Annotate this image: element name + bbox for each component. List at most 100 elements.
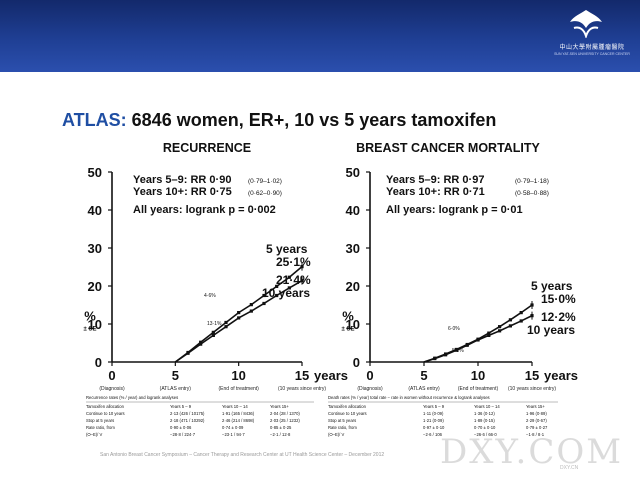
stats-ci: (0·79–1·02): [248, 178, 282, 185]
x-tick-sublabel: (ATLAS entry): [160, 386, 192, 392]
stats-ci: (0·62–0·90): [248, 190, 282, 197]
table-header-cell: Years 15+: [526, 404, 545, 409]
data-point: [476, 338, 480, 342]
y-tick-label: 20: [346, 279, 360, 294]
data-point: [508, 324, 512, 328]
series-name-10-years: 10 years: [527, 323, 575, 337]
data-point: [237, 311, 241, 315]
annotation: 13·1%: [207, 321, 222, 327]
table-cell: −28·8 / 224·7: [170, 432, 196, 437]
hospital-logo-icon: [570, 10, 602, 38]
title-rest: 6846 women, ER+, 10 vs 5 years tamoxifen: [126, 110, 497, 130]
table-caption: Death rates (% / year) total rate − rate…: [328, 395, 490, 400]
x-tick-label: 10: [471, 368, 485, 383]
table-cell: 2·18 (471 / 10292): [170, 418, 205, 423]
x-tick-label: 5: [172, 368, 179, 383]
table-cell: 1·11 (0·09): [423, 411, 444, 416]
stats-ci: (0·79–1·18): [515, 178, 549, 185]
data-point: [519, 319, 523, 323]
stats-line: Years 10+: RR 0·75: [133, 186, 232, 198]
stats-line: Years 10+: RR 0·71: [386, 186, 485, 198]
table-header-cell: Years 5 – 9: [423, 404, 445, 409]
y-axis-label: %: [84, 308, 96, 323]
table-cell: 2·13 (426 / 10175): [170, 411, 205, 416]
y-axis-label: %: [342, 308, 354, 323]
table-cell: 0·97 ± 0·10: [423, 425, 445, 430]
table-cell: 0·79 ± 0·27: [526, 425, 548, 430]
hospital-logo-text: 中山大學附屬腫瘤醫院: [559, 45, 625, 51]
y-tick-label: 10: [88, 317, 102, 332]
data-point: [519, 311, 523, 315]
series-name-5-years: 5 years: [266, 242, 308, 256]
table-cell: 2·03 (25 / 1232): [270, 418, 300, 423]
data-point: [287, 286, 291, 290]
series-final-10-years: 12·2%: [541, 310, 576, 324]
y-axis-sublabel: ± SE: [84, 326, 97, 332]
data-point: [465, 343, 469, 347]
table-cell: −26·6 / 66·0: [474, 432, 497, 437]
y-tick-label: 50: [88, 165, 102, 180]
data-point: [199, 342, 203, 346]
stats-line: All years: logrank p = 0·01: [386, 204, 523, 216]
table-cell: (O–E)/ V: [86, 432, 102, 437]
data-point: [454, 348, 458, 352]
data-point: [224, 320, 228, 325]
table-cell: 2·46 (214 / 8698): [222, 418, 255, 423]
x-tick-label: 10: [231, 368, 245, 383]
data-point: [211, 333, 215, 337]
data-point: [444, 353, 448, 357]
stats-line: Years 5–9: RR 0·90: [133, 174, 231, 186]
x-tick-sublabel: (Diagnosis): [357, 386, 383, 392]
hospital-logo-subtext: SUN YAT-SEN UNIVERSITY CANCER CENTER: [554, 52, 630, 56]
chart-title: RECURRENCE: [163, 141, 251, 155]
y-tick-label: 40: [346, 203, 360, 218]
data-point: [498, 329, 502, 333]
annotation: 4·6%: [204, 293, 216, 299]
x-axis-unit: years: [544, 368, 578, 383]
data-point: [275, 293, 279, 298]
slide-title: ATLAS: 6846 women, ER+, 10 vs 5 years ta…: [62, 110, 496, 131]
y-tick-label: 40: [88, 203, 102, 218]
slide-header: 中山大學附屬腫瘤醫院 SUN YAT-SEN UNIVERSITY CANCER…: [0, 0, 640, 72]
data-point: [487, 331, 491, 335]
table-cell: 1·36 (0·12): [474, 411, 495, 416]
table-cell: −23·1 / 94·7: [222, 432, 245, 437]
annotation: 6·0%: [448, 326, 460, 332]
x-tick-sublabel: (End of treatment): [219, 386, 260, 392]
table-cell: 0·70 ± 0·10: [474, 425, 496, 430]
x-tick-label: 15: [295, 368, 309, 383]
y-axis-sublabel: ± SE: [342, 326, 355, 332]
table-cell: Rate ratio, from: [86, 425, 115, 430]
table-header-cell: Years 5 – 9: [170, 404, 192, 409]
watermark: DXY.COM: [440, 432, 624, 472]
x-tick-label: 15: [525, 368, 539, 383]
x-tick-sublabel: (Diagnosis): [99, 386, 125, 392]
table-cell: −2·6 / 106: [423, 432, 443, 437]
table-cell: 2·29 (0·67): [526, 418, 547, 423]
data-point: [186, 351, 190, 355]
data-point: [508, 318, 512, 322]
data-point: [262, 301, 266, 306]
table-header-cell: Years 15+: [270, 404, 289, 409]
table-caption: Recurrence rates (% / year) and logrank …: [86, 395, 178, 400]
x-tick-sublabel: (End of treatment): [458, 386, 499, 392]
y-tick-label: 30: [346, 241, 360, 256]
data-point: [249, 309, 253, 313]
footer-text: San Antonio Breast Cancer Symposium – Ca…: [100, 452, 385, 458]
table-cell: 1·96 (0·89): [526, 411, 547, 416]
x-tick-sublabel: (10 years since entry): [278, 386, 326, 392]
table-cell: Continue to 10 years: [86, 411, 125, 416]
table-cell: Rate ratio, from: [328, 425, 357, 430]
table-cell: 0·74 ± 0·09: [222, 425, 244, 430]
data-point: [433, 356, 437, 361]
table-cell: 0·85 ± 0·25: [270, 425, 292, 430]
stats-line: Years 5–9: RR 0·97: [386, 174, 484, 186]
x-tick-label: 0: [108, 368, 115, 383]
x-tick-sublabel: (ATLAS entry): [408, 386, 440, 392]
table-cell: −2·1 / 12·8: [270, 432, 291, 437]
table-cell: −1·8 / 8·1: [526, 432, 545, 437]
table-cell: 0·90 ± 0·06: [170, 425, 192, 430]
chart-title: BREAST CANCER MORTALITY: [356, 141, 540, 155]
series-final-5-years: 25·1%: [276, 255, 311, 269]
